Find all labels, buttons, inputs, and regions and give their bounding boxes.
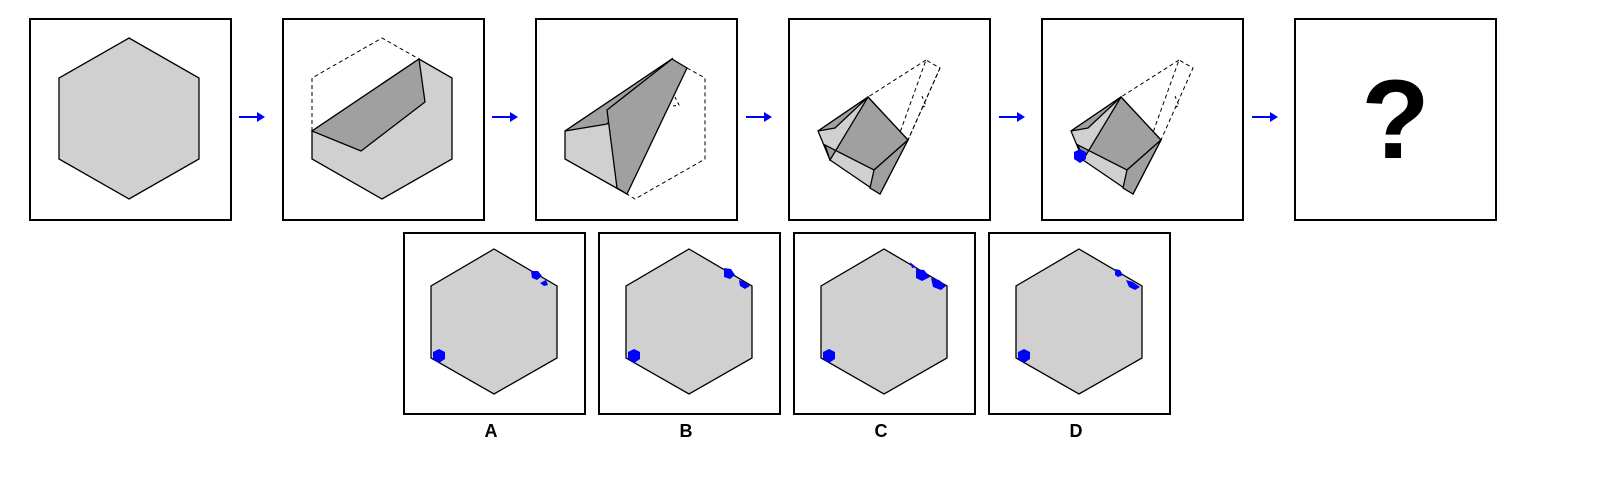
punch-diagram bbox=[1070, 59, 1194, 195]
question-mark: ? bbox=[1361, 57, 1430, 182]
option-a-panel[interactable] bbox=[403, 232, 586, 415]
option-d-label: D bbox=[1069, 421, 1083, 441]
fold-2-diagram bbox=[564, 57, 706, 200]
step-3-panel bbox=[535, 18, 738, 221]
fold-3-diagram bbox=[817, 59, 941, 195]
step-5-panel bbox=[1041, 18, 1244, 221]
option-c-panel[interactable] bbox=[793, 232, 976, 415]
option-a-hexagon bbox=[430, 248, 558, 395]
option-b-panel[interactable] bbox=[598, 232, 781, 415]
option-d-panel[interactable] bbox=[988, 232, 1171, 415]
question-panel: ? bbox=[1294, 18, 1497, 221]
option-c-label: C bbox=[874, 421, 888, 441]
option-c-hexagon bbox=[820, 248, 948, 395]
arrow-icon bbox=[239, 112, 265, 122]
option-b-label: B bbox=[679, 421, 693, 441]
step-4-panel bbox=[788, 18, 991, 221]
hexagon-sheet bbox=[58, 37, 200, 200]
step-2-panel bbox=[282, 18, 485, 221]
arrow-icon bbox=[999, 112, 1025, 122]
option-a-label: A bbox=[484, 421, 498, 441]
option-d-hexagon bbox=[1015, 248, 1143, 395]
fold-1-diagram bbox=[310, 37, 453, 200]
arrow-icon bbox=[746, 112, 772, 122]
option-b-hexagon bbox=[625, 248, 753, 395]
step-1-panel bbox=[29, 18, 232, 221]
hole-mark bbox=[1074, 149, 1086, 163]
arrow-icon bbox=[1252, 112, 1278, 122]
arrow-icon bbox=[492, 112, 518, 122]
